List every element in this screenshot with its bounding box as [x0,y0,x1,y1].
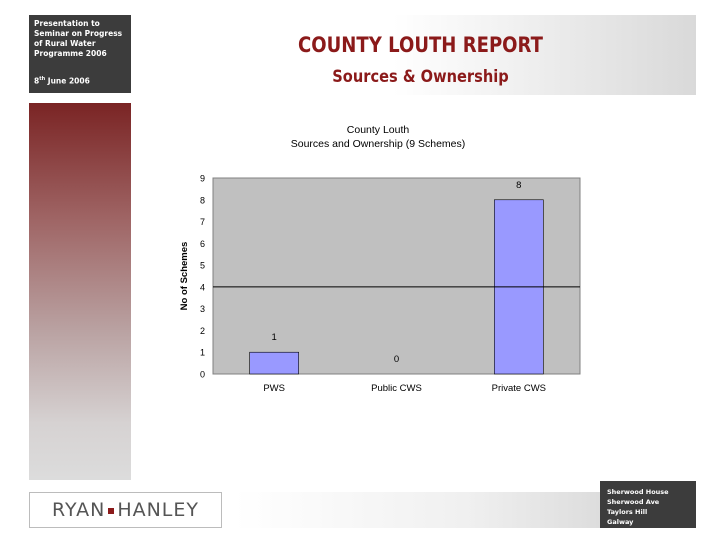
date-day: 8 [34,76,40,86]
y-tick-label: 6 [200,239,205,249]
ryan-hanley-logo: RYAN HANLEY [29,492,222,528]
logo-separator [108,507,115,514]
presentation-line: Presentation to [34,19,100,28]
presentation-line: Programme 2006 [34,49,107,58]
y-axis-label: No of Schemes [179,242,190,311]
data-label: 8 [516,180,521,191]
y-tick-label: 2 [200,326,205,336]
chart-subtitle: Sources and Ownership (9 Schemes) [291,138,466,150]
address-line: Sherwood House [607,488,669,496]
header-band: COUNTY LOUTH REPORT Sources & Ownership [145,15,696,95]
address-box: Sherwood House Sherwood Ave Taylors Hill… [600,481,696,528]
address-line: Taylors Hill [607,508,648,516]
data-label: 1 [272,332,277,343]
decorative-gradient-strip [29,103,131,480]
bar [249,351,299,375]
address-line: Galway [607,518,634,526]
presentation-date: 8th June 2006 [34,76,90,86]
y-tick-label: 8 [200,195,205,205]
data-label: 0 [394,354,399,365]
y-tick-label: 0 [200,370,205,380]
chart-title: County Louth [347,124,410,136]
y-tick-label: 5 [200,261,205,271]
presentation-line: of Rural Water [34,39,96,48]
logo-text-ryan: RYAN [51,499,106,521]
presentation-line: Seminar on Progress [34,29,123,38]
presentation-title: Presentation to Seminar on Progress of R… [34,19,130,59]
page-title: COUNTY LOUTH REPORT [298,33,543,57]
x-tick-label: Private CWS [492,383,546,394]
y-tick-label: 4 [200,282,205,292]
y-tick-label: 1 [200,348,205,358]
address-line: Sherwood Ave [607,498,660,506]
logo-text-hanley: HANLEY [117,499,200,521]
page-subtitle: Sources & Ownership [332,67,509,87]
y-tick-label: 9 [200,174,205,184]
x-tick-label: Public CWS [371,383,422,394]
x-tick-label: PWS [263,383,285,394]
address: Sherwood House Sherwood Ave Taylors Hill… [607,487,669,527]
y-tick-label: 7 [200,217,205,227]
date-rest: June 2006 [45,76,90,86]
date-suffix: th [39,76,46,82]
y-tick-label: 3 [200,304,205,314]
presentation-info-box: Presentation to Seminar on Progress of R… [29,15,131,93]
